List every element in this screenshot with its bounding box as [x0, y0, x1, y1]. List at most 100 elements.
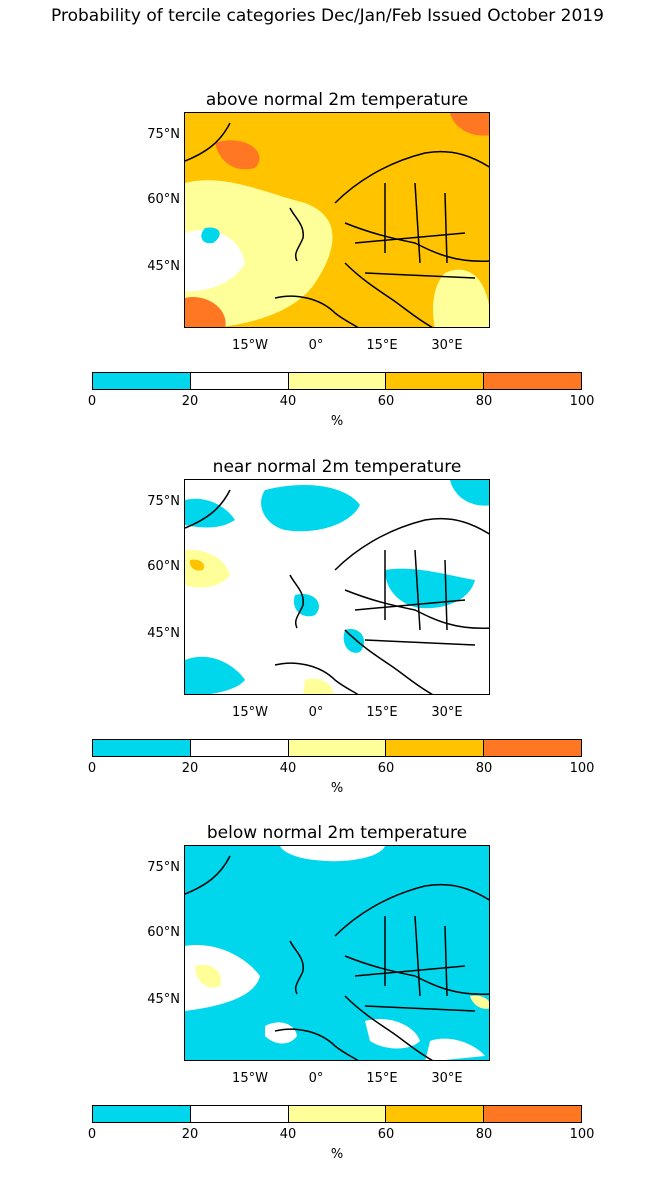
colorbar — [92, 372, 582, 390]
colorbar — [92, 739, 582, 757]
fill-cyan — [343, 629, 365, 653]
lon-label: 15°W — [232, 705, 268, 720]
fill-light-yellow — [195, 964, 221, 988]
lat-label: 75°N — [147, 127, 180, 142]
fill-light-yellow — [185, 549, 230, 588]
fill-white — [265, 1022, 297, 1044]
colorbar-tick: 20 — [181, 1127, 199, 1142]
lat-label: 60°N — [147, 559, 180, 574]
colorbar-tick: 100 — [569, 761, 595, 776]
panel-title: below normal 2m temperature — [206, 823, 468, 843]
coastlines — [185, 489, 489, 694]
colorbar-tick: 100 — [569, 1127, 595, 1142]
fill-cyan — [450, 480, 489, 506]
lat-label: 45°N — [147, 626, 180, 641]
panel-near-normal: near normal 2m temperature — [0, 457, 655, 829]
panel-title: near normal 2m temperature — [212, 457, 462, 477]
fill-light-yellow — [303, 678, 333, 694]
fill-light-yellow — [433, 269, 489, 327]
colorbar-tick: 80 — [475, 394, 493, 409]
colorbar-tick: 60 — [377, 1127, 395, 1142]
fill-cyan — [185, 656, 245, 694]
colorbar-label: % — [330, 1147, 344, 1162]
colorbar-tick: 60 — [377, 394, 395, 409]
lon-label: 15°E — [366, 338, 398, 353]
colorbar-tick: 0 — [87, 394, 97, 409]
fill-white — [365, 1018, 420, 1049]
coastlines — [185, 122, 489, 327]
lat-label: 60°N — [147, 925, 180, 940]
colorbar-segment — [386, 740, 485, 756]
colorbar-segment — [93, 373, 191, 389]
colorbar-segment — [484, 1106, 581, 1122]
forecast-map — [185, 113, 489, 327]
lat-label: 45°N — [147, 992, 180, 1007]
colorbar-segment — [288, 1106, 387, 1122]
fill-white — [185, 945, 260, 1011]
fill-dominant — [189, 559, 205, 571]
colorbar — [92, 1105, 582, 1123]
lat-label: 75°N — [147, 494, 180, 509]
panel-title: above normal 2m temperature — [205, 90, 469, 110]
fill-cyan — [201, 227, 220, 244]
colorbar-tick: 100 — [569, 394, 595, 409]
colorbar-tick: 40 — [279, 1127, 297, 1142]
fill-orange — [185, 297, 226, 327]
lon-label: 0° — [308, 1071, 324, 1086]
fill-dominant — [335, 167, 468, 272]
lon-label: 15°E — [366, 705, 398, 720]
colorbar-segment — [288, 740, 387, 756]
lon-label: 0° — [308, 705, 324, 720]
colorbar-label: % — [330, 414, 344, 429]
colorbar-segment — [386, 373, 485, 389]
lon-label: 15°W — [232, 338, 268, 353]
colorbar-segment — [190, 373, 289, 389]
forecast-map — [185, 480, 489, 694]
colorbar-tick: 80 — [475, 1127, 493, 1142]
map-below-normal — [184, 845, 490, 1061]
panel-below-normal: below normal 2m temperature 75°N 60°N — [0, 823, 655, 1195]
panel-above-normal: above normal 2m temperature 75°N — [0, 90, 655, 462]
fill-orange — [450, 113, 489, 136]
fill-orange — [215, 140, 260, 170]
colorbar-segment — [288, 373, 387, 389]
fill-dominant — [185, 846, 489, 1060]
lon-label: 15°E — [366, 1071, 398, 1086]
lon-label: 30°E — [431, 705, 463, 720]
lon-label: 15°W — [232, 1071, 268, 1086]
lat-label: 45°N — [147, 259, 180, 274]
fill-cyan — [261, 485, 360, 532]
figure-title: Probability of tercile categories Dec/Ja… — [51, 6, 604, 26]
lat-label: 75°N — [147, 860, 180, 875]
colorbar-segment — [93, 740, 191, 756]
colorbar-segment — [93, 1106, 191, 1122]
map-above-normal — [184, 112, 490, 328]
colorbar-segment — [190, 1106, 289, 1122]
lat-label: 60°N — [147, 192, 180, 207]
colorbar-tick: 20 — [181, 394, 199, 409]
fill-white — [280, 846, 385, 862]
colorbar-segment — [386, 1106, 485, 1122]
lon-label: 30°E — [431, 1071, 463, 1086]
colorbar-label: % — [330, 781, 344, 796]
colorbar-segment — [484, 740, 581, 756]
coastlines — [185, 855, 489, 1060]
fill-white — [425, 1038, 485, 1060]
lon-label: 0° — [308, 338, 324, 353]
colorbar-tick: 20 — [181, 761, 199, 776]
lon-label: 30°E — [431, 338, 463, 353]
map-near-normal — [184, 479, 490, 695]
fill-white — [185, 229, 245, 292]
colorbar-tick: 40 — [279, 394, 297, 409]
colorbar-tick: 0 — [87, 761, 97, 776]
fill-light-yellow — [470, 995, 489, 1009]
colorbar-tick: 60 — [377, 761, 395, 776]
colorbar-segment — [190, 740, 289, 756]
colorbar-tick: 0 — [87, 1127, 97, 1142]
colorbar-tick: 40 — [279, 761, 297, 776]
colorbar-tick: 80 — [475, 761, 493, 776]
fill-cyan — [385, 568, 475, 609]
forecast-map — [185, 846, 489, 1060]
colorbar-segment — [484, 373, 581, 389]
fill-cyan — [185, 498, 235, 528]
